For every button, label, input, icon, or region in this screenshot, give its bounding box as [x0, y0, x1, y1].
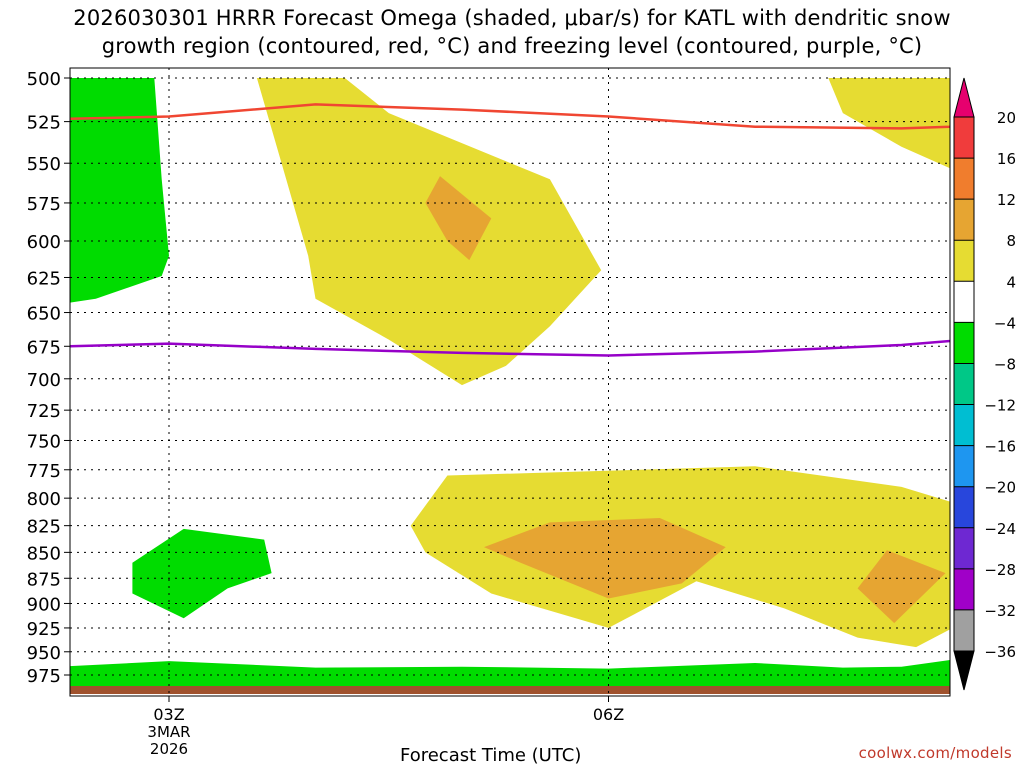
chart-title-line-1: 2026030301 HRRR Forecast Omega (shaded, … — [73, 6, 951, 30]
colorbar-bin — [954, 486, 974, 529]
y-tick-label-925: 925 — [27, 619, 61, 640]
y-tick-label-600: 600 — [27, 232, 61, 253]
y-tick-label-525: 525 — [27, 113, 61, 134]
colorbar-bin — [954, 158, 974, 200]
colorbar-bin — [954, 240, 974, 282]
omega-shading-layer — [70, 78, 950, 689]
ground-layer — [70, 686, 950, 694]
colorbar-top-triangle — [953, 77, 975, 118]
omega-region-8 — [857, 550, 946, 624]
colorbar-bottom-triangle — [953, 650, 975, 691]
x-axis-label: Forecast Time (UTC) — [400, 745, 582, 766]
y-tick-label-800: 800 — [27, 489, 61, 510]
pressure-axis: 500 525 550 575 600 625 650 675 700 725 750 775 800 8… — [27, 69, 70, 687]
omega-region--4 — [132, 528, 272, 619]
colorbar-label: 12 — [997, 191, 1016, 209]
y-tick-label-950: 950 — [27, 643, 61, 664]
y-tick-label-675: 675 — [27, 337, 61, 358]
contour-line — [70, 339, 950, 357]
colorbar-label: −12 — [984, 397, 1016, 415]
colorbar-bin — [954, 445, 974, 488]
colorbar-bin — [954, 609, 974, 652]
colorbar-label: −4 — [994, 314, 1016, 332]
y-tick-label-725: 725 — [27, 401, 61, 422]
omega-colorbar: 20 16 12 8 4 −4 −8 −12 −16 −20 −24 −28 −32 −36 — [953, 77, 1016, 691]
y-tick-label-775: 775 — [27, 461, 61, 482]
colorbar-bin — [954, 281, 974, 323]
colorbar-bin — [954, 568, 974, 611]
omega-region--4 — [70, 78, 169, 303]
colorbar-label: −16 — [984, 438, 1016, 456]
colorbar-label: −20 — [984, 479, 1016, 497]
colorbar-bin — [954, 117, 974, 159]
time-axis: 03Z3MAR202606Z09Z12Z15Z18Z — [147, 696, 624, 758]
colorbar-label: 16 — [997, 150, 1016, 168]
colorbar-bin — [954, 527, 974, 570]
x-tick-label-03Z: 03Z — [153, 705, 184, 724]
colorbar-label: −28 — [984, 561, 1016, 579]
colorbar-bin — [954, 363, 974, 406]
plot-frame — [69, 67, 951, 697]
y-tick-label-550: 550 — [27, 154, 61, 175]
ground-strip — [70, 686, 950, 694]
colorbar-label: −32 — [984, 602, 1016, 620]
omega-region-4 — [410, 466, 950, 648]
chart-title-line-2: growth region (contoured, red, °C) and f… — [101, 34, 923, 58]
y-tick-label-625: 625 — [27, 268, 61, 289]
omega-region-4 — [256, 78, 602, 386]
contour-layer: -1200 — [70, 103, 950, 357]
contour-line — [70, 103, 950, 130]
y-tick-label-575: 575 — [27, 194, 61, 215]
colorbar-label: 8 — [1006, 232, 1016, 250]
y-tick-label-825: 825 — [27, 517, 61, 538]
colorbar-bin — [954, 199, 974, 241]
omega-region--4 — [70, 659, 950, 689]
colorbar-label: 20 — [997, 109, 1016, 127]
y-tick-label-650: 650 — [27, 304, 61, 325]
omega-region-8 — [425, 176, 492, 261]
colorbar-label: 4 — [1006, 273, 1016, 291]
y-tick-label-750: 750 — [27, 431, 61, 452]
y-tick-label-975: 975 — [27, 666, 61, 687]
omega-region-4 — [828, 78, 950, 169]
colorbar-label: −8 — [994, 355, 1016, 373]
colorbar-bin — [954, 322, 974, 364]
x-tick-date: 3MAR — [147, 723, 190, 741]
y-tick-label-700: 700 — [27, 370, 61, 391]
y-tick-label-500: 500 — [27, 69, 61, 90]
colorbar-bin — [954, 404, 974, 447]
site-credit[interactable]: coolwx.com/models — [858, 744, 1012, 762]
colorbar-label: −36 — [984, 643, 1016, 661]
y-tick-label-900: 900 — [27, 594, 61, 615]
y-tick-label-875: 875 — [27, 569, 61, 590]
colorbar-label: −24 — [984, 520, 1016, 538]
y-tick-label-850: 850 — [27, 543, 61, 564]
x-tick-year: 2026 — [150, 740, 188, 758]
x-tick-label-06Z: 06Z — [593, 705, 624, 724]
